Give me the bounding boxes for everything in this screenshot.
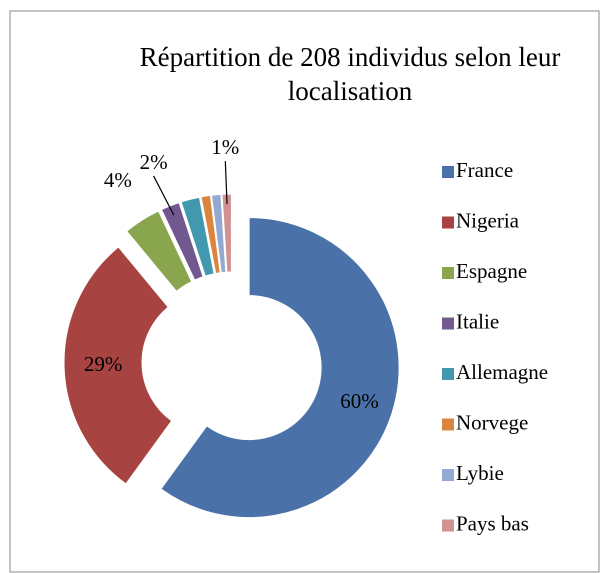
donut-slice	[160, 201, 204, 281]
data-label: 2%	[140, 150, 168, 174]
legend-label: Allemagne	[456, 360, 548, 384]
legend-swatch	[442, 317, 454, 330]
legend-label: France	[456, 158, 513, 182]
legend-label: Lybie	[456, 461, 504, 485]
leader-line	[153, 175, 175, 216]
legend-swatch	[442, 166, 454, 178]
donut-slice	[180, 196, 215, 277]
legend-label: Nigeria	[456, 208, 520, 232]
legend-swatch	[442, 267, 454, 279]
legend-label: Pays bas	[456, 511, 529, 535]
data-label: 29%	[84, 352, 123, 376]
legend-swatch	[442, 418, 454, 431]
legend-label: Espagne	[456, 259, 527, 283]
legend-swatch	[442, 469, 454, 481]
chart-title: Répartition de 208 individus selon leur …	[139, 42, 561, 106]
legend-swatch	[442, 368, 454, 380]
donut-slice	[221, 193, 232, 273]
donut-slice	[160, 217, 400, 519]
data-label: 60%	[340, 389, 379, 413]
donut-slice	[126, 210, 193, 293]
legend-label: Norvege	[456, 410, 528, 434]
legend-label: Italie	[456, 309, 499, 333]
data-label: 4%	[104, 168, 132, 192]
data-label: 1%	[211, 135, 239, 159]
donut-slice	[200, 194, 221, 275]
legend-swatch	[442, 519, 454, 532]
legend-swatch	[442, 216, 454, 229]
donut-slice	[63, 246, 173, 485]
donut-slice	[210, 193, 227, 274]
leader-line	[224, 161, 228, 205]
